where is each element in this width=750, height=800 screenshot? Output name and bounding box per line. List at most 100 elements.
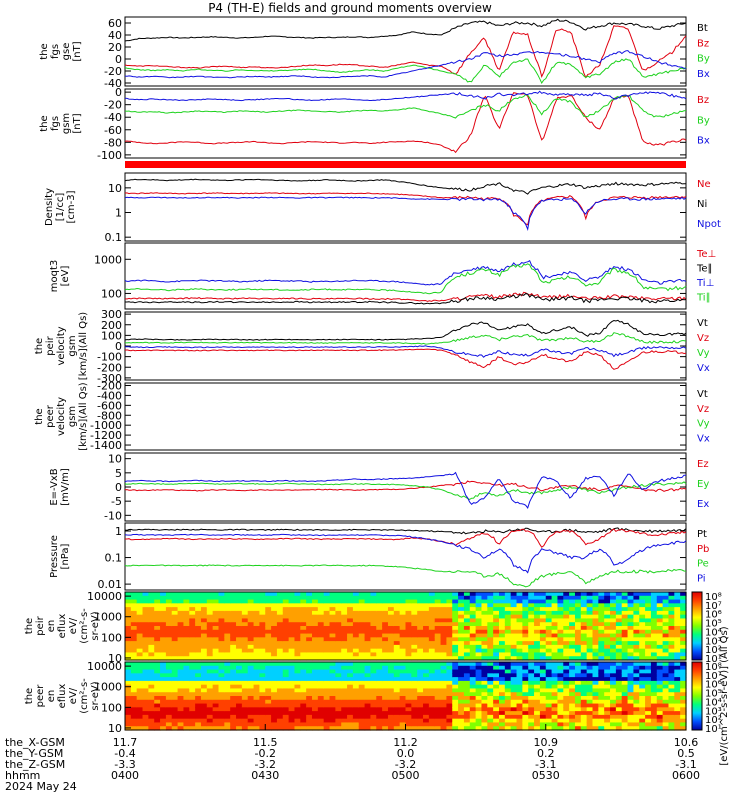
heat-cell [306, 622, 313, 627]
heat-cell [411, 614, 418, 620]
heat-cell [458, 684, 465, 690]
heat-cell [417, 607, 424, 612]
heat-cell [405, 656, 412, 661]
heat-cell [399, 696, 407, 701]
heat-cell [516, 652, 523, 657]
heat-cell [294, 595, 301, 601]
heat-cell [580, 637, 588, 642]
heat-cell [259, 641, 266, 646]
heat-cell [358, 722, 366, 727]
heat-cell [510, 618, 518, 623]
heat-cell [376, 696, 383, 701]
heat-cell [247, 722, 255, 727]
heat-cell [423, 595, 430, 601]
heat-cell [230, 662, 237, 667]
heat-cell [393, 641, 401, 646]
heat-cell [674, 610, 681, 616]
heat-cell [358, 603, 366, 608]
heat-cell [563, 648, 570, 654]
heat-cell [574, 680, 582, 686]
heat-cell [510, 707, 518, 712]
heat-cell [370, 656, 377, 661]
heat-cell [423, 692, 430, 697]
heat-cell [247, 662, 255, 667]
heat-cell [481, 610, 488, 616]
heat-cell [335, 595, 342, 601]
heat-cell [574, 707, 582, 712]
heat-cell [434, 622, 442, 627]
heat-cell [148, 722, 155, 727]
heat-cell [633, 614, 640, 620]
heat-cell [522, 680, 529, 686]
heat-cell [276, 603, 284, 608]
ytick-label-fgs_gsm-1: -20 [104, 99, 122, 112]
heat-cell [347, 669, 354, 674]
heat-cell [662, 669, 670, 674]
heat-cell [160, 641, 167, 646]
heat-cell [200, 703, 208, 708]
ytick-label-peir_velocity-5: -200 [97, 361, 122, 374]
heat-cell [329, 665, 336, 671]
heat-cell [294, 629, 301, 635]
heat-cell [510, 714, 518, 720]
heat-cell [510, 595, 518, 601]
heat-cell [370, 603, 377, 608]
ylabel-peir_en-5: (cm²-s- [79, 608, 90, 644]
heat-cell [282, 726, 290, 731]
heat-cell [481, 680, 488, 686]
heat-cell [440, 722, 447, 727]
heat-cell [154, 652, 161, 657]
heat-cell [458, 656, 465, 661]
heat-cell [253, 662, 260, 667]
ytick-label-fgs-2: 20 [108, 41, 122, 54]
heat-cell [183, 644, 190, 650]
heat-cell [352, 607, 360, 612]
heat-cell [487, 610, 494, 616]
heat-cell [645, 614, 652, 620]
heat-cell [130, 688, 138, 693]
heat-cell [598, 622, 605, 627]
heat-cell [633, 644, 640, 650]
heat-cell [645, 699, 652, 705]
heat-cell [551, 692, 559, 697]
heat-cell [358, 610, 366, 616]
heat-cell [574, 603, 582, 608]
heat-cell [440, 637, 447, 642]
heat-cell [516, 696, 523, 701]
heat-cell [493, 599, 500, 604]
heat-cell [323, 633, 331, 638]
heat-cell [200, 680, 208, 686]
heat-cell [130, 626, 138, 631]
heat-cell [598, 614, 605, 620]
heat-cell [656, 662, 664, 667]
heat-cell [592, 669, 599, 674]
heat-cell [382, 684, 389, 690]
heat-cell [516, 662, 523, 667]
heat-cell [370, 669, 377, 674]
heat-cell [452, 669, 459, 674]
heat-cell [510, 665, 518, 671]
heat-cell [364, 641, 372, 646]
heat-cell [200, 711, 208, 716]
heat-cell [288, 656, 296, 661]
heat-cell [557, 618, 564, 623]
heat-cell [160, 652, 167, 657]
heat-cell [294, 699, 301, 705]
heat-cell [434, 684, 442, 690]
heat-cell [423, 629, 430, 635]
heat-cell [569, 714, 576, 720]
heat-cell [154, 603, 161, 608]
heat-cell [633, 629, 640, 635]
heat-cell [387, 633, 395, 638]
heat-cell [189, 711, 196, 716]
heat-cell [171, 610, 179, 616]
heat-cell [463, 692, 471, 697]
heat-cell [364, 718, 372, 724]
heat-cell [592, 652, 599, 657]
heat-cell [545, 641, 553, 646]
heat-cell [347, 673, 354, 678]
heat-cell [282, 622, 290, 627]
heat-cell [125, 680, 132, 686]
heat-cell [376, 607, 383, 612]
heat-cell [218, 629, 225, 635]
